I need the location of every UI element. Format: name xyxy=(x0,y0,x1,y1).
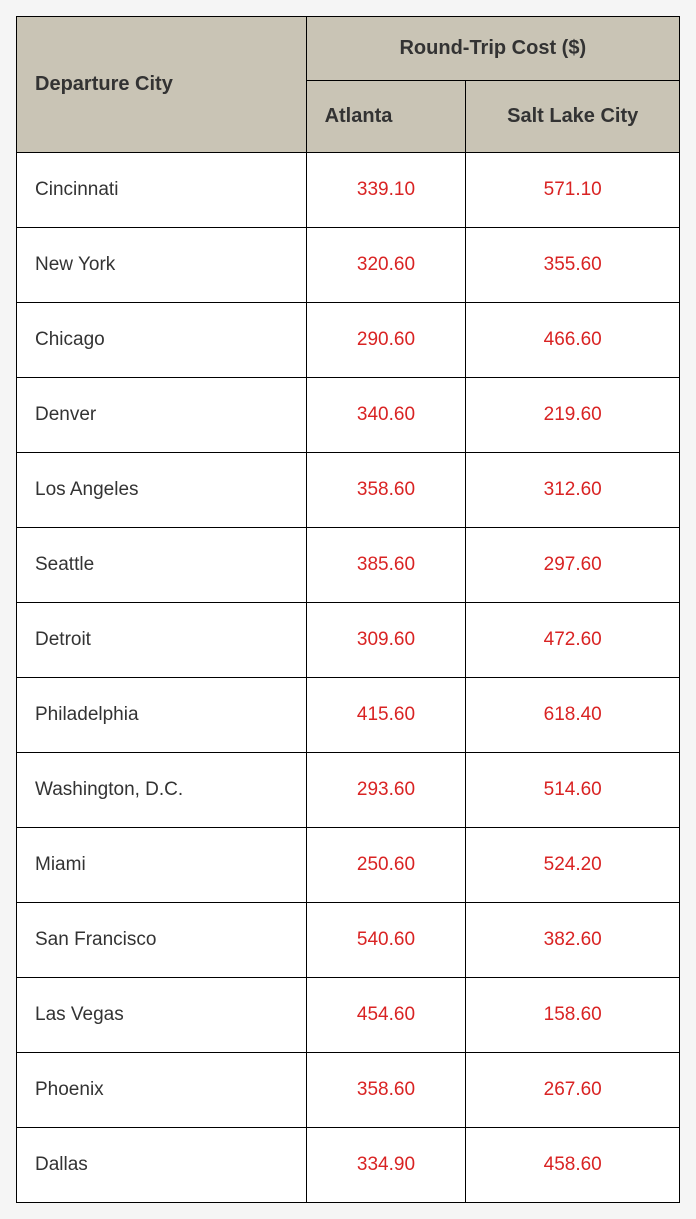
salt-lake-city-cost-cell: 618.40 xyxy=(466,678,680,753)
departure-city-cell: Dallas xyxy=(17,1128,307,1203)
atlanta-cost-cell: 309.60 xyxy=(306,603,466,678)
atlanta-cost-cell: 293.60 xyxy=(306,753,466,828)
salt-lake-city-cost-cell: 355.60 xyxy=(466,228,680,303)
salt-lake-city-cost-cell: 312.60 xyxy=(466,453,680,528)
departure-city-cell: New York xyxy=(17,228,307,303)
table-row: Detroit309.60472.60 xyxy=(17,603,680,678)
atlanta-cost-cell: 358.60 xyxy=(306,453,466,528)
salt-lake-city-cost-cell: 458.60 xyxy=(466,1128,680,1203)
departure-city-cell: Phoenix xyxy=(17,1053,307,1128)
table-row: Dallas334.90458.60 xyxy=(17,1128,680,1203)
round-trip-cost-table: Departure City Round-Trip Cost ($) Atlan… xyxy=(16,16,680,1203)
departure-city-cell: Las Vegas xyxy=(17,978,307,1053)
table-row: San Francisco540.60382.60 xyxy=(17,903,680,978)
salt-lake-city-cost-cell: 158.60 xyxy=(466,978,680,1053)
departure-city-cell: Philadelphia xyxy=(17,678,307,753)
salt-lake-city-cost-cell: 571.10 xyxy=(466,153,680,228)
table-row: Miami250.60524.20 xyxy=(17,828,680,903)
salt-lake-city-cost-cell: 219.60 xyxy=(466,378,680,453)
salt-lake-city-cost-cell: 382.60 xyxy=(466,903,680,978)
atlanta-cost-cell: 290.60 xyxy=(306,303,466,378)
departure-city-cell: Miami xyxy=(17,828,307,903)
departure-city-cell: Detroit xyxy=(17,603,307,678)
salt-lake-city-cost-cell: 524.20 xyxy=(466,828,680,903)
atlanta-cost-cell: 454.60 xyxy=(306,978,466,1053)
round-trip-cost-header: Round-Trip Cost ($) xyxy=(306,17,679,81)
departure-city-cell: Denver xyxy=(17,378,307,453)
departure-city-cell: San Francisco xyxy=(17,903,307,978)
table-row: Denver340.60219.60 xyxy=(17,378,680,453)
atlanta-cost-cell: 415.60 xyxy=(306,678,466,753)
salt-lake-city-cost-cell: 267.60 xyxy=(466,1053,680,1128)
table-row: Philadelphia415.60618.40 xyxy=(17,678,680,753)
atlanta-cost-cell: 339.10 xyxy=(306,153,466,228)
table-row: Los Angeles358.60312.60 xyxy=(17,453,680,528)
table-body: Cincinnati339.10571.10New York320.60355.… xyxy=(17,153,680,1203)
table-row: Phoenix358.60267.60 xyxy=(17,1053,680,1128)
salt-lake-city-cost-cell: 472.60 xyxy=(466,603,680,678)
table-row: Las Vegas454.60158.60 xyxy=(17,978,680,1053)
atlanta-cost-cell: 250.60 xyxy=(306,828,466,903)
table-row: New York320.60355.60 xyxy=(17,228,680,303)
table-row: Chicago290.60466.60 xyxy=(17,303,680,378)
atlanta-cost-cell: 340.60 xyxy=(306,378,466,453)
atlanta-cost-cell: 540.60 xyxy=(306,903,466,978)
salt-lake-city-cost-cell: 297.60 xyxy=(466,528,680,603)
atlanta-header: Atlanta xyxy=(306,81,466,153)
table-row: Seattle385.60297.60 xyxy=(17,528,680,603)
atlanta-cost-cell: 385.60 xyxy=(306,528,466,603)
atlanta-cost-cell: 320.60 xyxy=(306,228,466,303)
salt-lake-city-cost-cell: 514.60 xyxy=(466,753,680,828)
departure-city-cell: Los Angeles xyxy=(17,453,307,528)
departure-city-cell: Seattle xyxy=(17,528,307,603)
table-row: Cincinnati339.10571.10 xyxy=(17,153,680,228)
atlanta-cost-cell: 358.60 xyxy=(306,1053,466,1128)
departure-city-cell: Washington, D.C. xyxy=(17,753,307,828)
departure-city-header: Departure City xyxy=(17,17,307,153)
salt-lake-city-header: Salt Lake City xyxy=(466,81,680,153)
departure-city-cell: Cincinnati xyxy=(17,153,307,228)
table-header: Departure City Round-Trip Cost ($) Atlan… xyxy=(17,17,680,153)
atlanta-cost-cell: 334.90 xyxy=(306,1128,466,1203)
salt-lake-city-cost-cell: 466.60 xyxy=(466,303,680,378)
departure-city-cell: Chicago xyxy=(17,303,307,378)
table-row: Washington, D.C.293.60514.60 xyxy=(17,753,680,828)
